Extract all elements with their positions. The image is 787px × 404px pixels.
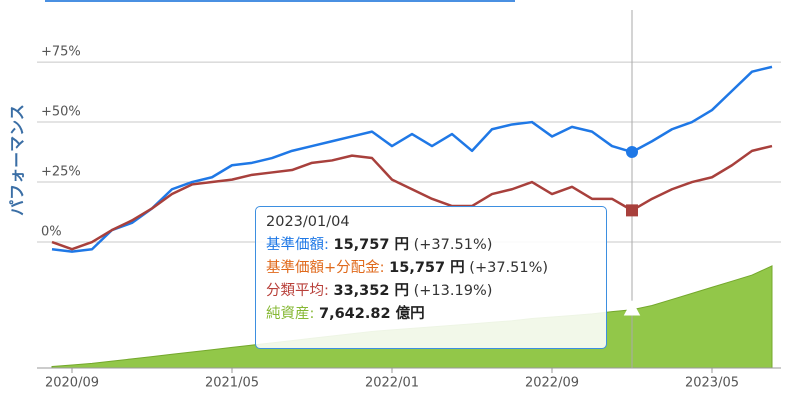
tooltip-row: 純資産: 7,642.82 億円 xyxy=(266,303,596,326)
tooltip-value: 7,642.82 億円 xyxy=(319,306,425,322)
marker xyxy=(623,300,641,316)
tooltip-date-row: 2023/01/04 xyxy=(266,211,596,234)
tooltip-row: 基準価額+分配金: 15,757 円 (+37.51%) xyxy=(266,257,596,280)
x-tick-label: 2021/05 xyxy=(205,376,259,391)
y-tick-label: +25% xyxy=(41,165,81,180)
y-tick-label: +75% xyxy=(41,45,81,60)
line xyxy=(51,144,773,251)
tooltip-label: 基準価額: xyxy=(266,237,329,253)
marker xyxy=(626,146,638,159)
marker xyxy=(626,204,638,217)
tooltip-value: 15,757 円 xyxy=(389,260,465,276)
x-tick-label: 2022/01 xyxy=(365,376,419,391)
line xyxy=(51,65,773,253)
tooltip: 2023/01/04 基準価額: 15,757 円 (+37.51%) 基準価額+分… xyxy=(255,206,607,349)
tooltip-change: (+13.19%) xyxy=(413,283,493,299)
x-tick-label: 2023/05 xyxy=(685,376,739,391)
x-tick-label: 2020/09 xyxy=(45,376,99,391)
tooltip-row: 基準価額: 15,757 円 (+37.51%) xyxy=(266,234,596,257)
y-tick-label: +50% xyxy=(41,105,81,120)
tooltip-label: 基準価額+分配金: xyxy=(266,260,385,276)
tooltip-date: 2023/01/04 xyxy=(266,214,350,230)
tooltip-label: 純資産: xyxy=(266,306,315,322)
tooltip-value: 33,352 円 xyxy=(333,283,410,299)
x-tick-label: 2022/09 xyxy=(525,376,579,391)
tooltip-value: 15,757 円 xyxy=(333,237,410,253)
y-tick-label: 0% xyxy=(41,225,62,240)
tooltip-change: (+37.51%) xyxy=(469,260,549,276)
y-axis-label: パフォーマンス xyxy=(8,104,27,216)
tooltip-row: 分類平均: 33,352 円 (+13.19%) xyxy=(266,280,596,303)
tooltip-label: 分類平均: xyxy=(266,283,329,299)
tooltip-change: (+37.51%) xyxy=(413,237,493,253)
